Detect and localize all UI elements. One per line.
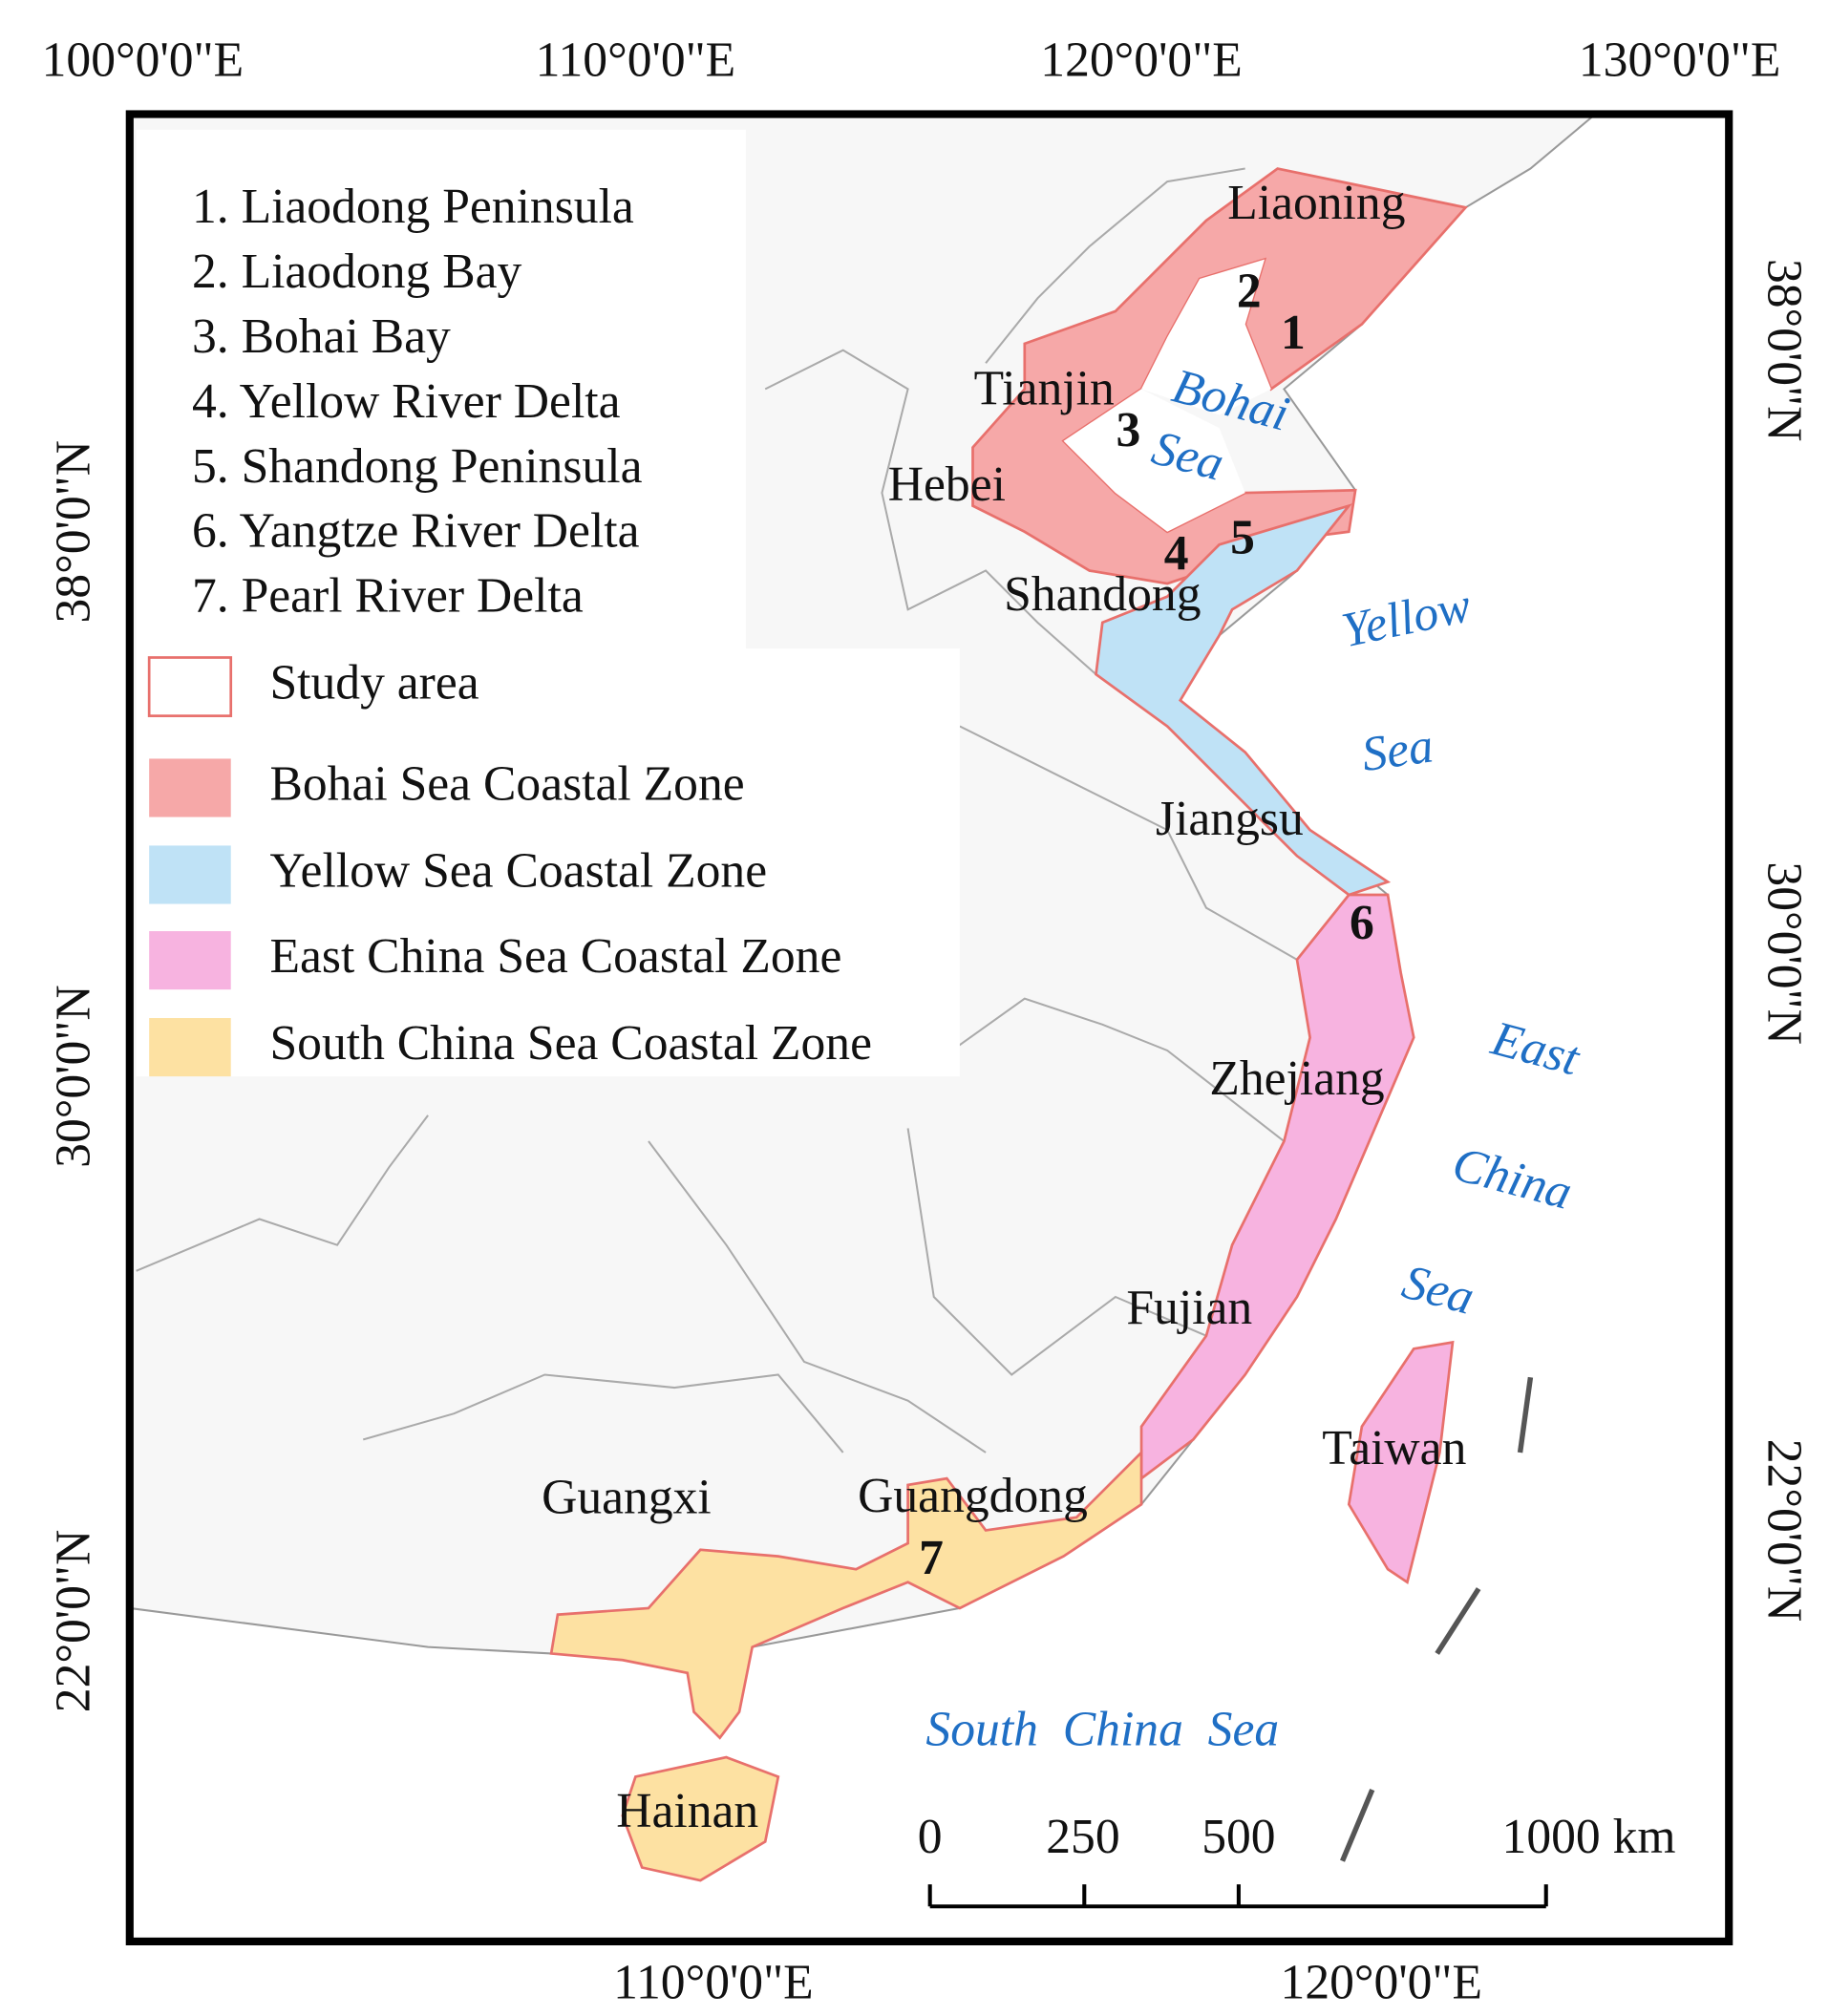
legend-swatch: [149, 1018, 231, 1077]
legend-region: 6. Yangtze River Delta: [192, 504, 640, 559]
east-zone: [1139, 893, 1455, 1584]
region-number: 1: [1281, 306, 1306, 360]
province-label: Jiangsu: [1156, 792, 1304, 846]
legend-label: East China Sea Coastal Zone: [269, 929, 841, 984]
province-label: Shandong: [1004, 567, 1201, 622]
legend-region: 1. Liaodong Peninsula: [192, 180, 634, 234]
province-label: Liaoning: [1227, 176, 1405, 230]
province-label: Guangxi: [542, 1470, 712, 1524]
legend-label: Study area: [269, 656, 479, 711]
scale-label: 250: [1046, 1810, 1119, 1864]
axis-label: 30°0'0"N: [46, 985, 100, 1167]
province-borders: [136, 167, 1298, 1454]
axis-label: 110°0'0"E: [536, 33, 736, 88]
axis-label: 30°0'0"N: [1756, 861, 1811, 1044]
legend-label: Yellow Sea Coastal Zone: [269, 843, 767, 898]
legend-region: 5. Shandong Peninsula: [192, 439, 643, 494]
sea-label: Sea: [1358, 718, 1436, 782]
legend-region: 7. Pearl River Delta: [192, 569, 584, 624]
legend-label: Bohai Sea Coastal Zone: [269, 757, 744, 812]
nine-dash-line: [1340, 1376, 1534, 1862]
axis-label: 38°0'0"N: [46, 440, 100, 623]
province-label: Hainan: [616, 1784, 758, 1838]
axis-label: 100°0'0"E: [42, 33, 244, 88]
region-number: 6: [1350, 896, 1374, 950]
yellow-zone: [1095, 503, 1392, 897]
bohai-zone: [971, 167, 1469, 585]
axis-label: 110°0'0"E: [613, 1955, 814, 2009]
region-number: 7: [919, 1531, 944, 1585]
legend-box: [136, 648, 960, 1077]
axis-label: 38°0'0"N: [1756, 259, 1811, 441]
scale-label: 0: [918, 1810, 943, 1864]
axis-label: 120°0'0"E: [1281, 1955, 1483, 2009]
bohai-sea: [1063, 259, 1271, 532]
axis-label: 130°0'0"E: [1579, 33, 1781, 88]
region-number: 2: [1237, 264, 1262, 318]
map-frame: [125, 110, 1733, 1946]
legend-swatch: [149, 845, 231, 904]
axis-label: 120°0'0"E: [1040, 33, 1243, 88]
axis-label: 22°0'0"N: [1756, 1439, 1811, 1622]
region-number: 5: [1230, 510, 1255, 564]
province-label: Guangdong: [858, 1469, 1088, 1523]
legend-swatch: [149, 758, 231, 817]
province-label: Hebei: [888, 457, 1006, 512]
sea-label: South China Sea: [925, 1702, 1279, 1756]
legend-box: [136, 129, 746, 649]
province-label: Tianjin: [974, 361, 1115, 415]
south-zone: [549, 1449, 1143, 1882]
province-label: Taiwan: [1322, 1421, 1466, 1475]
legend-label: South China Sea Coastal Zone: [269, 1016, 872, 1071]
legend-region: 4. Yellow River Delta: [192, 374, 621, 429]
region-number: 3: [1117, 403, 1141, 457]
legend-swatch: [147, 656, 233, 717]
scale-label: 500: [1202, 1810, 1275, 1864]
legend-swatch: [149, 931, 231, 990]
axis-label: 22°0'0"N: [46, 1530, 100, 1712]
province-label: Fujian: [1126, 1281, 1252, 1335]
legend-region: 3. Bohai Bay: [192, 309, 451, 364]
region-number: 4: [1164, 526, 1189, 581]
scale-label: 1000 km: [1502, 1810, 1676, 1864]
province-label: Zhejiang: [1209, 1051, 1384, 1106]
legend-region: 2. Liaodong Bay: [192, 244, 522, 299]
